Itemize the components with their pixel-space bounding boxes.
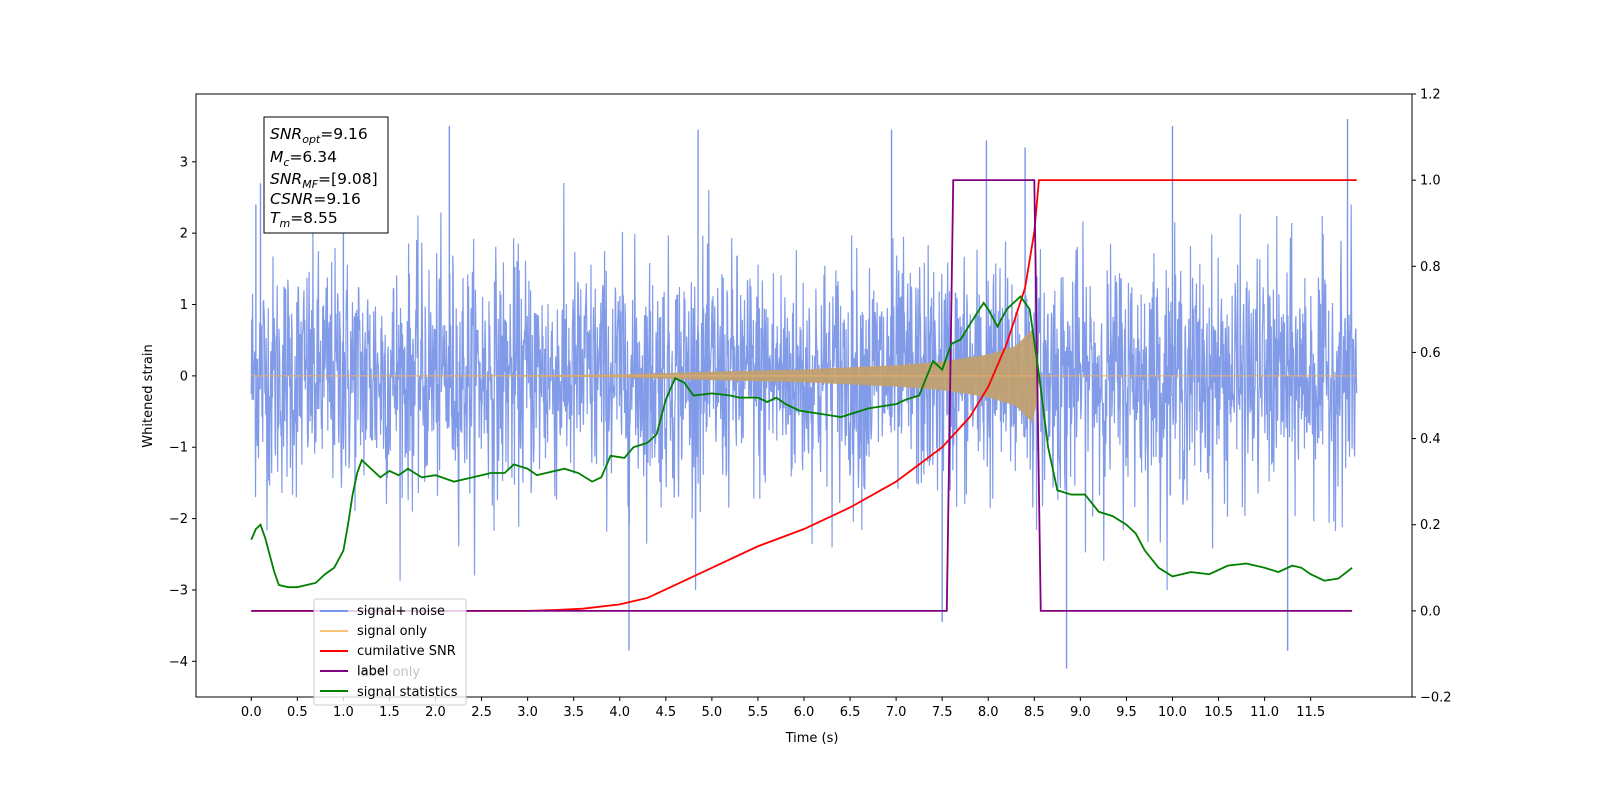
x-tick-label: 4.5 [655,705,676,720]
x-tick-label: 8.5 [1024,705,1045,720]
y2-tick-label: 0.8 [1420,260,1441,275]
info-box-frame [263,116,389,234]
info-line-snr-mf: SNRMF=[9.08] [270,170,378,191]
x-tick-label: 0.5 [287,705,308,720]
y-axis-label: Whitened strain [141,344,156,447]
series-signal-statisticsline [250,295,1353,589]
x-tick-label: 11.5 [1296,705,1325,720]
legend-label: label only [357,665,420,680]
x-tick-label: 0.0 [241,705,262,720]
x-tick-label: 2.0 [425,705,446,720]
x-tick-label: 4.0 [609,705,630,720]
y2-tick-label: 1.2 [1420,88,1441,103]
y-tick-label: −2 [169,512,188,527]
x-tick-label: 6.0 [794,705,815,720]
y2-tick-label: 0.6 [1420,346,1441,361]
info-line-csnr: CSNR=9.16 [270,190,361,208]
x-tick-label: 10.0 [1158,705,1187,720]
y2-tick-label: 0.0 [1420,604,1441,619]
info-line-mc: Mc=6.34 [270,148,337,169]
x-axis-label: Time (s) [785,731,839,746]
y2-tick-label: 0.2 [1420,518,1441,533]
x-tick-label: 6.5 [840,705,861,720]
legend-label: cumilative SNR [357,644,456,659]
y-tick-label: 1 [180,298,188,313]
legend-frame [313,598,467,706]
info-line-snr-opt: SNRopt=9.16 [270,125,368,146]
y-tick-label: 0 [180,369,188,384]
info-box: SNRopt=9.16 Mc=6.34 SNRMF=[9.08] CSNR=9.… [263,116,389,234]
y2-tick-label: 0.4 [1420,432,1441,447]
x-tick-label: 5.0 [702,705,723,720]
legend-label: signal statistics [357,685,458,700]
y2-tick-label: −0.2 [1420,691,1452,706]
y-tick-label: −3 [169,583,188,598]
y-tick-label: 3 [180,155,188,170]
x-tick-label: 9.5 [1116,705,1137,720]
plot-layer: 0.0 0.5 1.0 1.5 2.0 2.5 3.0 3.5 4.0 4.5 5.0 5.5 6.0 6… [169,88,1452,721]
series-labelline [251,179,1353,612]
series-signal-noise-line [250,183,1358,590]
x-tick-label: 3.0 [517,705,538,720]
x-tick-label: 7.0 [886,705,907,720]
x-tick-label: 1.0 [333,705,354,720]
legend-entry-cumulative-snr: cumilative SNR [320,644,456,659]
x-tick-label: 7.5 [932,705,953,720]
legend-entry-label-only: label only [357,665,420,680]
x-tick-label: 9.0 [1070,705,1091,720]
legend-label: signal only [357,624,427,639]
y-tick-label: 2 [180,227,188,242]
legend-label: label [357,664,388,679]
legend-entry-label: label [320,664,388,679]
legend-entry-signal-noise: signal+ noise [320,604,445,619]
y2-tick-label: 1.0 [1420,174,1441,189]
x-tick-label: 5.5 [748,705,769,720]
legend-entry-signal-statistics: signal statistics [320,685,458,700]
legend: signal+ noise signal only cumilative SNR… [313,598,467,706]
y-tick-label: −1 [169,441,188,456]
x-tick-label: 11.0 [1250,705,1279,720]
legend-entry-signal-only: signal only [320,624,427,639]
x-tick-label: 1.5 [379,705,400,720]
legend-label: signal+ noise [357,604,445,619]
info-line-tm: Tm=8.55 [270,209,338,230]
x-tick-label: 2.5 [471,705,492,720]
x-tick-label: 10.5 [1204,705,1233,720]
y-tick-label: −4 [169,655,188,670]
x-tick-label: 8.0 [978,705,999,720]
x-tick-label: 3.5 [563,705,584,720]
